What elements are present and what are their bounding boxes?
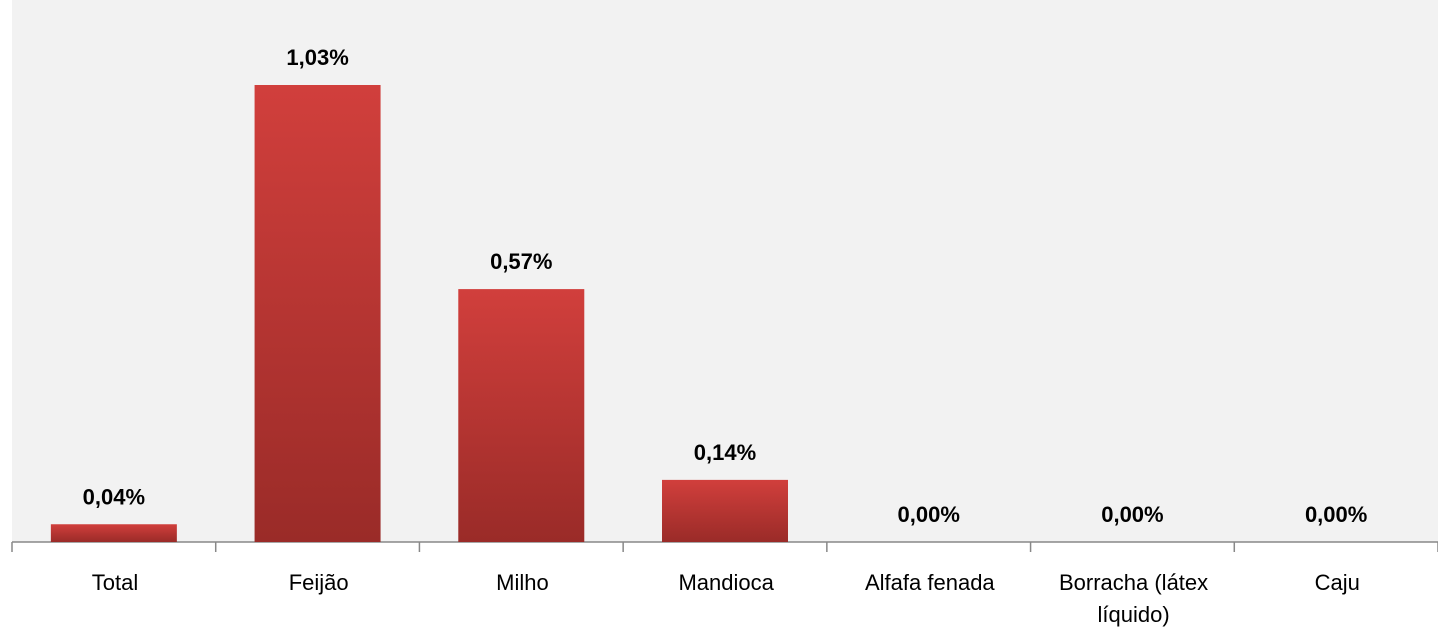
bar [254,85,381,542]
x-tick-label: Milho [496,570,549,595]
value-label: 0,00% [898,502,960,527]
value-label: 0,57% [490,249,552,274]
value-label: 0,14% [694,440,756,465]
value-label: 0,04% [83,484,145,509]
value-label: 0,00% [1101,502,1163,527]
bar [458,289,585,542]
x-tick-label: Feijão [288,570,349,595]
x-tick-label: Alfafa fenada [865,570,995,595]
plot-background [12,0,1438,542]
bar [50,524,177,542]
value-label: 1,03% [286,45,348,70]
x-tick-label: Caju [1314,570,1360,595]
x-tick-label: Total [91,570,139,595]
bar [662,479,788,542]
value-label: 0,00% [1305,502,1367,527]
x-tick-label: Mandioca [678,570,774,595]
x-tick-label: Borracha (látex líquido) [1058,570,1209,627]
